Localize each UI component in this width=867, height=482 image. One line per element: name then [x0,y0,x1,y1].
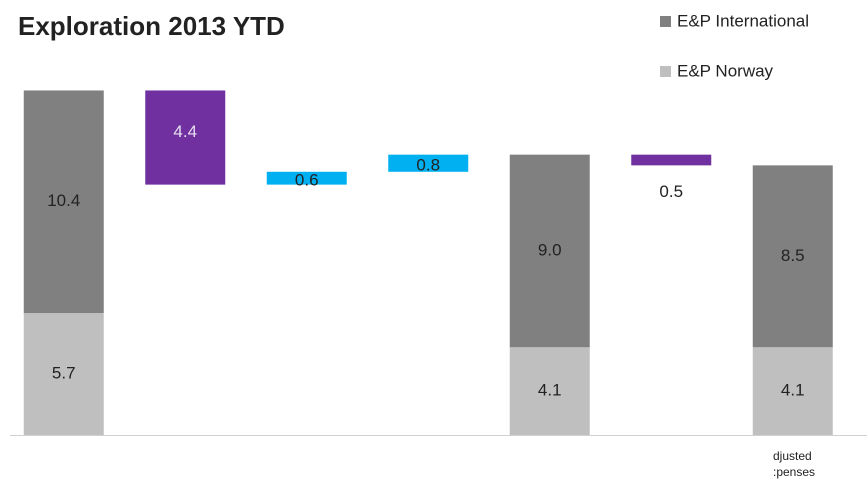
bar-segment [23,90,104,314]
bar-segment [752,165,833,348]
legend-swatch [660,16,671,27]
bar-segment [752,347,833,435]
legend-label: E&P Norway [677,61,774,80]
step-bar [631,154,712,166]
chart-title: Exploration 2013 YTD [18,11,285,41]
bar-segment [23,313,104,435]
data-label: 4.1 [781,381,805,400]
bar-segment [509,154,590,348]
step-bar [266,171,347,185]
data-label: 0.5 [659,182,683,201]
bar-segment [509,347,590,435]
data-label: 4.1 [538,381,562,400]
data-label: 0.8 [416,156,440,175]
data-label: 9.0 [538,240,562,259]
data-label: 8.5 [781,246,805,265]
data-label: 0.6 [295,171,319,190]
x-tick-label: djusted :penses [773,449,816,479]
data-label: 10.4 [47,191,80,210]
data-label: 4.4 [173,122,197,141]
step-bar [145,90,226,185]
legend-swatch [660,66,671,77]
step-bar [388,154,469,172]
data-label: 5.7 [52,363,76,382]
legend-label: E&P International [677,11,809,30]
